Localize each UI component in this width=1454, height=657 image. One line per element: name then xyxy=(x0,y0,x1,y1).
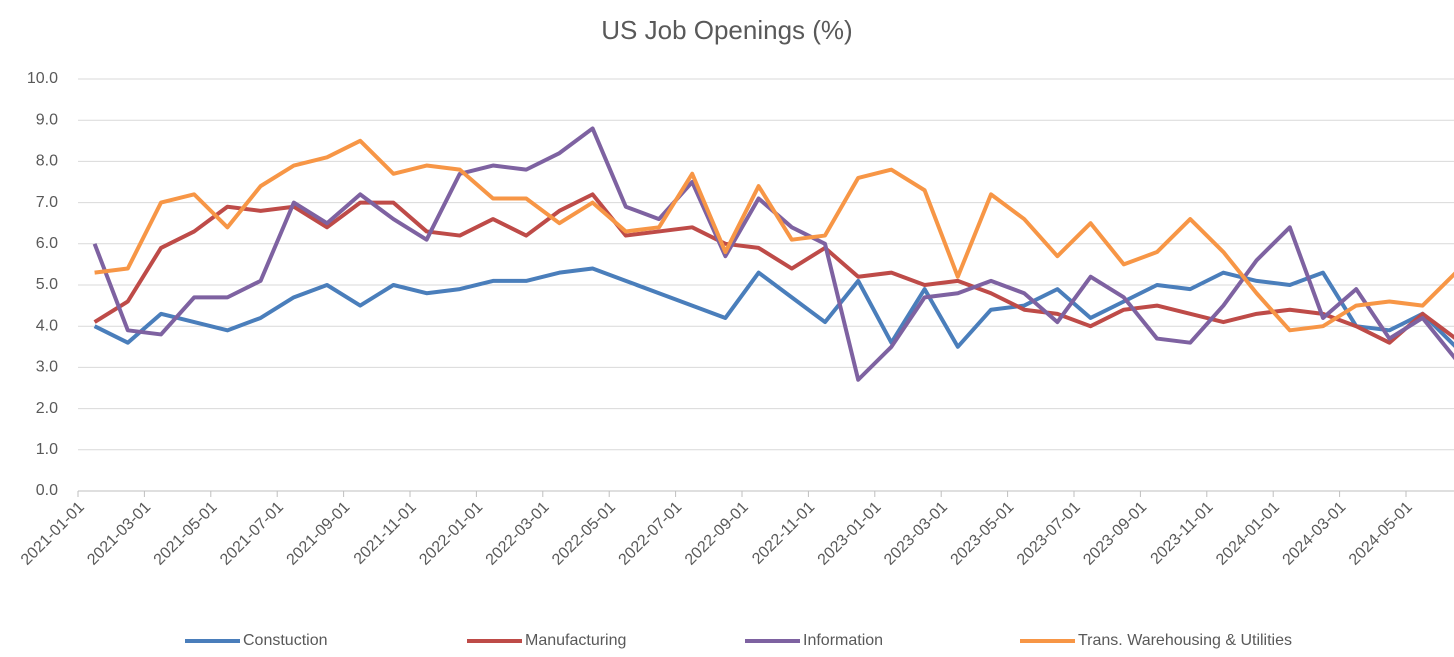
x-tick-label: 2022-01-01 xyxy=(416,499,486,569)
x-tick-label: 2022-09-01 xyxy=(682,499,752,569)
series-line xyxy=(94,138,1454,333)
x-tick-label: 2022-11-01 xyxy=(749,499,818,568)
y-tick-label: 6.0 xyxy=(36,235,58,252)
legend-label: Trans. Warehousing & Utilities xyxy=(1078,632,1292,649)
x-tick-label: 2021-05-01 xyxy=(151,499,221,569)
x-tick-label: 2023-05-01 xyxy=(948,499,1018,569)
x-tick-label: 2024-05-01 xyxy=(1346,499,1416,569)
x-tick-label: 2023-07-01 xyxy=(1014,499,1084,569)
legend-label: Information xyxy=(803,632,883,649)
y-tick-label: 5.0 xyxy=(36,276,58,293)
x-tick-label: 2021-11-01 xyxy=(351,499,420,568)
y-tick-label: 9.0 xyxy=(36,111,58,128)
x-tick-label: 2021-09-01 xyxy=(284,499,354,569)
series-line xyxy=(93,192,1454,345)
x-tick-label: 2022-03-01 xyxy=(483,499,553,569)
x-tick-label: 2021-07-01 xyxy=(217,499,287,569)
y-tick-label: 2.0 xyxy=(36,400,58,417)
legend-label: Constuction xyxy=(243,632,328,649)
y-tick-label: 10.0 xyxy=(27,70,58,87)
x-tick-label: 2023-03-01 xyxy=(881,499,951,569)
x-tick-label: 2022-05-01 xyxy=(549,499,619,569)
y-tick-label: 1.0 xyxy=(36,441,58,458)
y-tick-label: 8.0 xyxy=(36,153,58,170)
y-tick-label: 7.0 xyxy=(36,194,58,211)
x-tick-label: 2023-11-01 xyxy=(1148,499,1217,568)
x-tick-label: 2023-09-01 xyxy=(1080,499,1150,569)
y-tick-label: 0.0 xyxy=(36,482,58,499)
series-line xyxy=(93,266,1454,349)
legend-label: Manufacturing xyxy=(525,632,626,649)
chart-title: US Job Openings (%) xyxy=(601,15,852,45)
y-tick-label: 3.0 xyxy=(36,359,58,376)
x-tick-label: 2022-07-01 xyxy=(616,499,686,569)
x-tick-label: 2021-03-01 xyxy=(84,499,154,569)
x-tick-label: 2024-01-01 xyxy=(1213,499,1283,569)
x-tick-label: 2021-01-01 xyxy=(18,499,88,569)
x-tick-label: 2024-03-01 xyxy=(1280,499,1350,569)
x-tick-label: 2023-01-01 xyxy=(815,499,885,569)
y-tick-label: 4.0 xyxy=(36,317,58,334)
